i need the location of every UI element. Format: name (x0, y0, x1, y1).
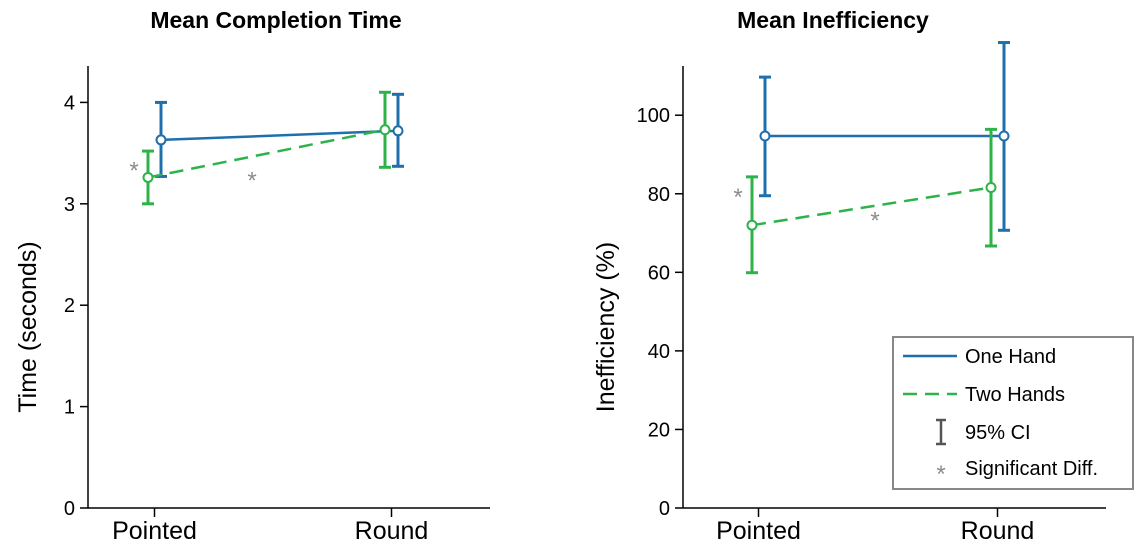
y-tick-label: 40 (648, 341, 670, 363)
significance-asterisk: * (247, 167, 256, 194)
significance-asterisk: * (733, 184, 742, 211)
legend-label: Two Hands (965, 384, 1065, 406)
inefficiency-chart: Mean Inefficiency Inefficiency (%) 0 20 40… (592, 7, 1106, 543)
series-line-two-hands (751, 186, 992, 227)
y-tick-label: 20 (648, 419, 670, 441)
legend-label: One Hand (965, 346, 1056, 368)
y-tick-label: 80 (648, 184, 670, 206)
legend-label: Significant Diff. (965, 458, 1098, 480)
chart-title: Mean Completion Time (150, 7, 401, 33)
legend: One Hand Two Hands 95% CI * Significant Diff… (892, 336, 1134, 490)
x-tick-label: Round (355, 517, 429, 543)
data-point (142, 171, 154, 183)
axes: 0 1 2 3 4 Pointed Round (64, 66, 490, 543)
x-tick-label: Pointed (112, 517, 197, 543)
y-axis-label: Time (seconds) (14, 241, 42, 412)
y-tick-label: 0 (64, 498, 75, 520)
y-axis-label: Inefficiency (%) (592, 242, 620, 412)
significance-asterisk: * (870, 207, 879, 234)
series-line-two-hands (147, 128, 386, 179)
data-point (998, 130, 1010, 142)
legend-label: 95% CI (965, 422, 1031, 444)
plot-marks: ** (733, 41, 1010, 275)
data-point (759, 130, 771, 142)
plot-marks: ** (129, 90, 404, 206)
axes: 0 20 40 60 80 100 Pointed Round (637, 66, 1106, 543)
significance-asterisk: * (129, 157, 138, 184)
y-tick-label: 4 (64, 92, 75, 114)
data-point (985, 181, 997, 193)
y-tick-label: 1 (64, 397, 75, 419)
legend-box (892, 336, 1134, 490)
y-tick-label: 60 (648, 262, 670, 284)
data-point (379, 124, 391, 136)
series-line-one-hand (160, 129, 399, 142)
y-tick-label: 0 (659, 498, 670, 520)
completion-time-chart: Mean Completion Time Time (seconds) 0 1 2 3… (14, 7, 490, 543)
legend-errorbar-icon (936, 418, 946, 446)
data-point (746, 219, 758, 231)
legend-asterisk-icon: * (936, 461, 945, 488)
x-tick-label: Pointed (716, 517, 801, 543)
x-tick-label: Round (961, 517, 1035, 543)
y-tick-label: 100 (637, 105, 670, 127)
data-point (392, 125, 404, 137)
data-point (155, 134, 167, 146)
y-tick-label: 3 (64, 194, 75, 216)
chart-title: Mean Inefficiency (737, 7, 929, 33)
y-tick-label: 2 (64, 295, 75, 317)
